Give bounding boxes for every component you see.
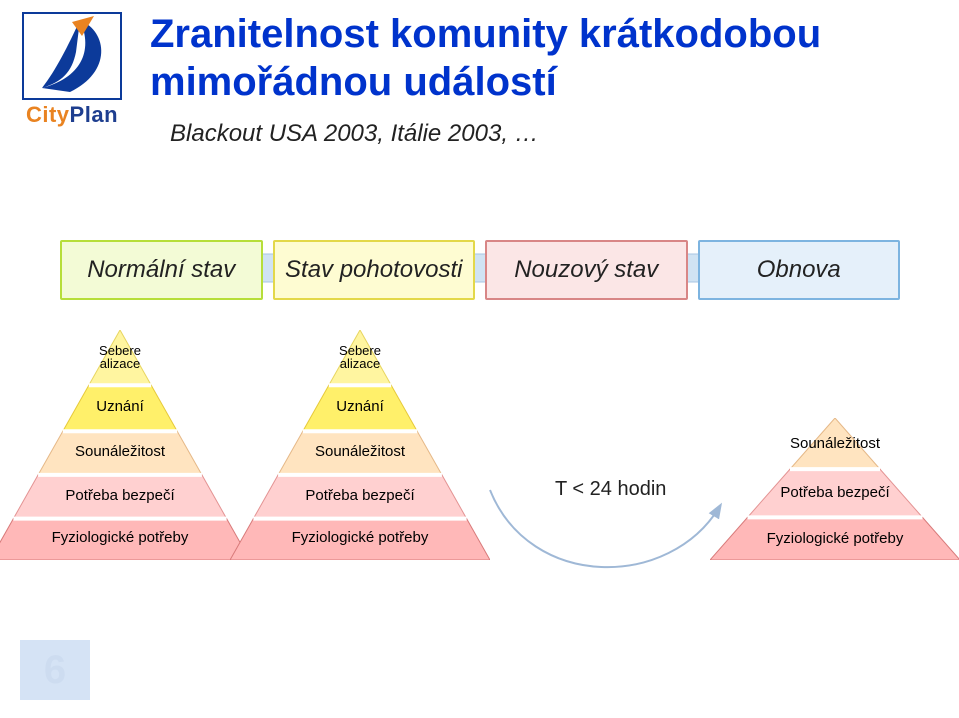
title-line2: mimořádnou událostí (150, 60, 557, 104)
stage-emergency: Nouzový stav (485, 240, 688, 300)
stage-alert: Stav pohotovosti (273, 240, 476, 300)
stage-label: Stav pohotovosti (285, 256, 462, 284)
stage-normal: Normální stav (60, 240, 263, 300)
page-watermark: 6 (20, 640, 90, 700)
pyramid-level-label: Sounáležitost (790, 435, 880, 452)
pyramid-level-label: Sounáležitost (315, 444, 405, 460)
pyramid-level-label: Potřeba bezpečí (65, 488, 174, 504)
slide: CityPlan Zranitelnost komunity krátkodob… (0, 0, 959, 718)
stage-label: Nouzový stav (514, 256, 658, 284)
logo-text: CityPlan (12, 102, 132, 128)
pyramid-recovery: Sounáležitost Potřeba bezpečí Fyziologické… (710, 418, 959, 560)
pyramid-level-label: Potřeba bezpečí (305, 488, 414, 504)
stage-recovery: Obnova (698, 240, 901, 300)
pyramid-level-label: Fyziologické potřeby (52, 530, 189, 546)
pyramid-alert: Seberealizace Uznání Sounáležitost Potřeba … (230, 330, 490, 560)
logo-text-right: Plan (70, 102, 118, 127)
pyramid-level-label: Fyziologické potřeby (292, 530, 429, 546)
pyramid-level-label: Seberealizace (99, 344, 141, 371)
logo-text-left: City (26, 102, 70, 127)
stage-label: Normální stav (87, 256, 235, 284)
title-line1: Zranitelnost komunity krátkodobou (150, 12, 821, 56)
transition-label: T < 24 hodin (555, 478, 666, 501)
pyramid-level-label: Fyziologické potřeby (767, 530, 904, 547)
pyramid-level-label: Uznání (336, 399, 384, 415)
pyramid-normal: Seberealizace Uznání Sounáležitost Potřeba … (0, 330, 250, 560)
pyramid-level-label: Sounáležitost (75, 444, 165, 460)
page-title: Zranitelnost komunity krátkodobou mimořá… (150, 10, 939, 106)
pyramid-level-label: Seberealizace (339, 344, 381, 371)
page-number: 6 (20, 648, 90, 693)
logo-mark (22, 12, 122, 100)
stage-label: Obnova (757, 256, 841, 284)
stage-list: Normální stav Stav pohotovosti Nouzový s… (60, 240, 900, 296)
logo: CityPlan (12, 12, 132, 128)
stage-bar: Normální stav Stav pohotovosti Nouzový s… (60, 240, 900, 296)
pyramid-level-label: Potřeba bezpečí (780, 484, 889, 501)
subtitle: Blackout USA 2003, Itálie 2003, … (170, 120, 539, 148)
pyramid-level-label: Uznání (96, 399, 144, 415)
